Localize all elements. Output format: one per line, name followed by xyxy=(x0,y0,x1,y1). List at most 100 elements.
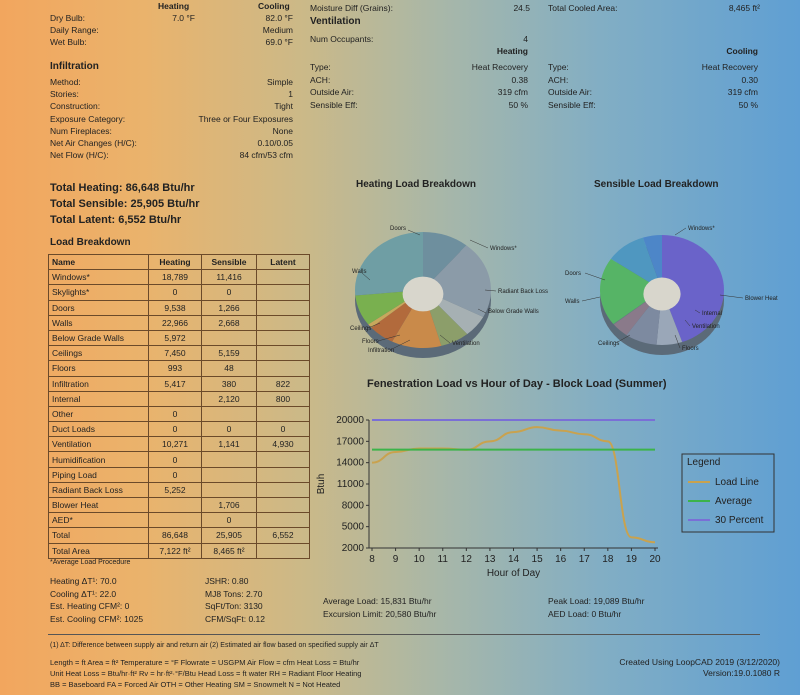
infiltration-label: Net Air Changes (H/C): xyxy=(50,138,137,148)
x-axis-label: Hour of Day xyxy=(487,568,540,579)
table-header: Sensible xyxy=(201,253,257,271)
design-cooling-header: Cooling xyxy=(258,1,290,11)
table-cell: AED* xyxy=(48,512,149,529)
table-cell: 822 xyxy=(256,375,310,392)
table-header-row: Name Heating Sensible Latent xyxy=(48,253,310,271)
table-row: Floors 993 48 xyxy=(48,360,310,377)
pie-charts: Doors Windows* Walls Radiant Back Loss Below… xyxy=(350,226,778,358)
metric-right: SqFt/Ton: 3130 xyxy=(205,601,263,611)
table-cell: 7,450 xyxy=(148,345,202,362)
table-cell xyxy=(256,496,310,514)
table-header: Heating xyxy=(148,253,202,271)
table-row: Total Area 7,122 ft² 8,465 ft² xyxy=(48,542,310,559)
table-cell: Infiltration xyxy=(48,375,149,392)
heating-pie-leader xyxy=(484,289,497,292)
table-cell xyxy=(201,466,257,483)
sensible-pie-leader xyxy=(674,227,687,236)
heating-pie-label: Floors xyxy=(362,339,379,345)
table-header: Name xyxy=(48,253,149,271)
chart-title: Fenestration Load vs Hour of Day - Block… xyxy=(367,378,667,390)
table-cell: 18,789 xyxy=(148,269,202,286)
metric-left: Est. Cooling CFM²: 1025 xyxy=(50,613,144,624)
table-cell: Humidification xyxy=(48,451,149,468)
table-cell xyxy=(148,496,202,514)
infiltration-value: None xyxy=(272,125,293,136)
vent-heating-value: 0.38 xyxy=(511,74,528,85)
table-cell: 1,706 xyxy=(201,496,257,514)
table-cell: Below Grade Walls xyxy=(48,329,149,347)
table-cell: Windows* xyxy=(48,269,149,286)
sensible-pie-label: Blower Heat xyxy=(745,296,778,302)
table-cell: 9,538 xyxy=(148,299,202,316)
table-cell: Walls xyxy=(48,314,149,331)
table-cell: Floors xyxy=(48,360,149,377)
heating-pie-leader xyxy=(407,229,421,236)
heating-pie-slice xyxy=(423,232,467,290)
heating-pie-label: Ceilings xyxy=(350,326,371,332)
sensible-pie-label: Walls xyxy=(565,299,579,305)
vent-cooling-value: 50 % xyxy=(738,99,758,110)
legend-entry: Load Line xyxy=(715,477,759,488)
y-tick-label: 8000 xyxy=(342,500,365,511)
infiltration-value: 0.10/0.05 xyxy=(257,138,293,148)
vent-heating-label: Type: xyxy=(310,62,331,72)
table-row: Infiltration 5,417 380 822 xyxy=(48,375,310,392)
heating-pie-leader xyxy=(439,334,451,344)
table-cell: 10,271 xyxy=(148,436,202,453)
table-cell: 0 xyxy=(148,405,202,423)
table-row: Below Grade Walls 5,972 xyxy=(48,329,310,347)
table-row: Other 0 xyxy=(48,405,310,423)
y-tick-label: 17000 xyxy=(336,436,364,447)
table-cell: 11,416 xyxy=(201,269,257,286)
heating-pie-label: Ventilation xyxy=(452,341,480,347)
table-cell: 6,552 xyxy=(256,527,310,544)
table-cell: 0 xyxy=(148,451,202,468)
excursion-limit: Excursion Limit: 20,580 Btu/hr xyxy=(323,609,437,619)
table-cell: 2,120 xyxy=(201,390,257,407)
sensible-pie-leader xyxy=(581,296,601,302)
table-cell xyxy=(201,329,257,347)
infiltration-label: Method: xyxy=(50,77,81,87)
design-label: Dry Bulb: xyxy=(50,13,85,23)
infiltration-label: Stories: xyxy=(50,89,79,100)
infiltration-label: Exposure Category: xyxy=(50,113,126,124)
table-cell: 5,252 xyxy=(148,481,202,499)
heating-pie-label: Radiant Back Loss xyxy=(498,289,548,295)
vent-heating-label: Sensible Eff: xyxy=(310,99,358,110)
peak-load: Peak Load: 19,089 Btu/hr xyxy=(548,596,645,606)
heating-pie-label: Below Grade Walls xyxy=(488,309,539,315)
table-cell: 4,930 xyxy=(256,436,310,453)
table-row: Humidification 0 xyxy=(48,451,310,468)
y-tick-label: 11000 xyxy=(337,479,365,490)
heating-pie-title: Heating Load Breakdown xyxy=(356,179,477,190)
table-row: Windows* 18,789 11,416 xyxy=(48,269,310,286)
y-axis-label: Btuh xyxy=(316,474,327,495)
infiltration-label: Num Fireplaces: xyxy=(50,125,112,136)
heating-pie-leader xyxy=(389,339,411,351)
table-cell: 0 xyxy=(148,421,202,438)
vent-cooling-value: Heat Recovery xyxy=(701,62,758,72)
version-note: Version:19.0.1080 R xyxy=(702,668,780,678)
x-tick-label: 13 xyxy=(484,554,496,565)
sensible-pie-leader xyxy=(615,334,631,344)
table-cell: 5,972 xyxy=(148,329,202,347)
note-1: (1) ΔT: Difference between supply air an… xyxy=(50,642,379,649)
table-cell: 380 xyxy=(201,375,257,392)
table-cell: Total xyxy=(48,527,149,544)
table-cell: Ventilation xyxy=(48,436,149,453)
table-cell: Duct Loads xyxy=(48,421,149,438)
metric-right: MJ8 Tons: 2.70 xyxy=(205,588,263,599)
table-cell xyxy=(256,512,310,529)
infiltration-label: Construction: xyxy=(50,101,101,112)
table-cell: 86,648 xyxy=(148,527,202,544)
table-cell: 993 xyxy=(148,360,202,377)
heating-pie-label: Doors xyxy=(390,226,406,232)
occupants-value: 4 xyxy=(523,34,528,44)
metric-left: Heating ΔT¹: 70.0 xyxy=(50,576,117,586)
y-tick-label: 14000 xyxy=(336,458,364,469)
table-cell: 0 xyxy=(148,466,202,483)
x-tick-label: 8 xyxy=(369,554,375,565)
infiltration-value: Three or Four Exposures xyxy=(198,113,293,124)
y-tick-label: 5000 xyxy=(342,522,365,533)
x-tick-label: 15 xyxy=(532,554,544,565)
